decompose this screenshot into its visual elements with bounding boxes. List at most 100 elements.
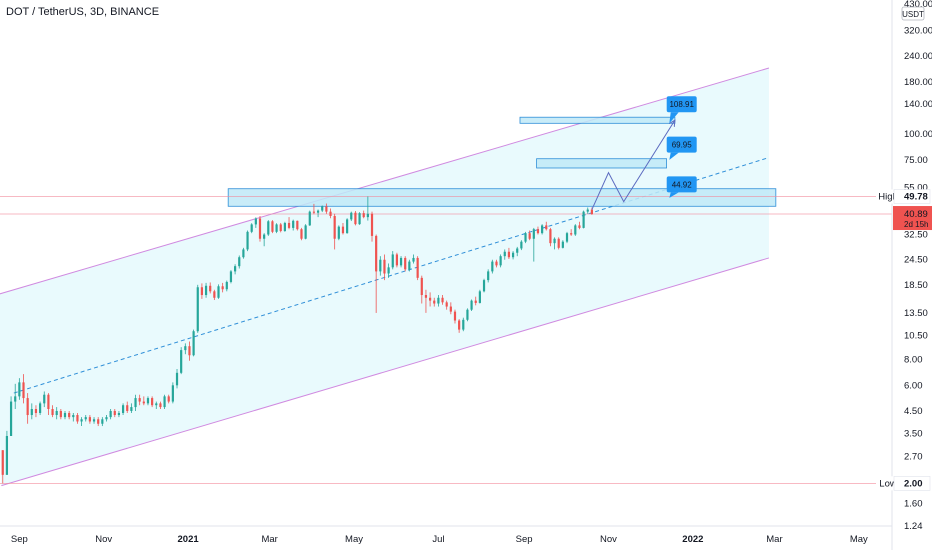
candle-body (565, 233, 569, 242)
channel-lower-line (1, 257, 770, 487)
price-axis-bg (892, 0, 932, 550)
candle-body (275, 224, 278, 232)
candle-body (171, 385, 174, 402)
target-label: 108.91 (669, 100, 694, 109)
candle-body (308, 211, 311, 226)
candle-body (151, 398, 154, 406)
candle-body (59, 410, 62, 418)
candle-body (532, 229, 535, 239)
candle-body (30, 409, 33, 416)
price-tick-label: 3.50 (904, 428, 923, 439)
candle-body (126, 405, 129, 411)
time-tick-label: Sep (516, 534, 533, 545)
candle-body (561, 241, 564, 248)
candle-body (520, 241, 523, 249)
candle-body (200, 287, 204, 296)
candle-body (458, 320, 461, 330)
candle-body (229, 271, 233, 282)
candle-body (524, 233, 527, 242)
candle-body (375, 235, 378, 272)
level-lines (0, 196, 892, 484)
projection-arrow (591, 120, 675, 210)
candle-body (424, 295, 428, 298)
candle-body (18, 382, 21, 397)
candle-body (366, 213, 369, 218)
level-value: 49.78 (904, 191, 928, 202)
candle-body (341, 226, 345, 234)
candle-body (117, 412, 121, 416)
candle-body (553, 238, 556, 244)
time-axis[interactable]: Sep Nov 2021 Mar May Jul Sep Nov 2022 Mar May (0, 525, 892, 545)
time-tick-label: Nov (600, 534, 617, 545)
candle-body (321, 206, 324, 211)
candle-body (142, 401, 145, 404)
time-tick-label: Mar (261, 534, 277, 545)
price-tick-label: 55.00 (904, 183, 928, 194)
candle-body (97, 419, 100, 424)
candle-body (238, 257, 241, 267)
candle-body (92, 419, 96, 422)
resistance-zone (519, 116, 676, 124)
price-tick-label: 320.00 (904, 25, 932, 36)
candle-body (433, 300, 436, 304)
price-tick-label: 32.50 (904, 230, 928, 241)
candle-body (9, 401, 13, 436)
candle-body (68, 412, 71, 418)
candle-body (292, 220, 295, 228)
candle-body (445, 302, 448, 307)
candle-body (84, 417, 87, 420)
candle-body (333, 215, 336, 239)
candle-body (370, 213, 374, 236)
chart-title: DOT / TetherUS, 3D, BINANCE (6, 6, 160, 18)
candle-body (188, 346, 191, 356)
candle-body (34, 409, 38, 413)
candle-body (250, 224, 253, 232)
level-value: 2.00 (904, 478, 923, 489)
candle-body (304, 225, 307, 239)
target-label: 44.92 (672, 180, 693, 189)
candle-body (574, 225, 577, 235)
price-axis[interactable]: 1.24 1.60 2.00 2.70 3.50 4.50 6.00 8.00 10.50 13.… (876, 0, 932, 550)
candle-body (391, 254, 394, 268)
candle-body (26, 398, 29, 416)
candle-body (346, 219, 349, 234)
candle-body (453, 311, 457, 321)
candle-body (271, 221, 274, 232)
candle-body (420, 277, 423, 296)
candle-body (462, 319, 465, 330)
candle-body (412, 257, 415, 262)
resistance-zone (227, 188, 777, 207)
candle-body (499, 256, 502, 266)
candle-body (578, 225, 581, 228)
time-tick-label: May (345, 534, 363, 545)
candle-body (449, 306, 452, 312)
resistance-zones (227, 116, 777, 207)
level-tag-label: High (878, 191, 898, 202)
candle-body (258, 218, 262, 239)
target-callout-box (666, 136, 697, 153)
price-tick-label: 2.70 (904, 452, 923, 463)
candle-body (63, 412, 67, 418)
candle-body (491, 261, 494, 272)
candle-body (316, 210, 320, 213)
candle-body (204, 285, 208, 296)
candle-body (470, 300, 473, 310)
candle-body (39, 403, 42, 413)
candle-body (167, 396, 170, 402)
candle-body (408, 261, 411, 270)
candle-body (80, 419, 83, 422)
callout-pointer (669, 112, 679, 124)
candle-body (159, 403, 162, 408)
price-tick-label: 4.50 (904, 406, 923, 417)
candle-body (482, 280, 486, 292)
time-tick-label: May (850, 534, 868, 545)
candle-body (175, 372, 179, 386)
candle-body (354, 212, 357, 225)
current-price-value: 40.89 (904, 209, 928, 220)
candle-body (428, 297, 432, 301)
target-callouts[interactable]: 108.91 69.95 44.92 (666, 96, 697, 198)
current-price-tag (893, 206, 932, 231)
currency-badge (901, 6, 925, 21)
candle-body (184, 346, 187, 351)
